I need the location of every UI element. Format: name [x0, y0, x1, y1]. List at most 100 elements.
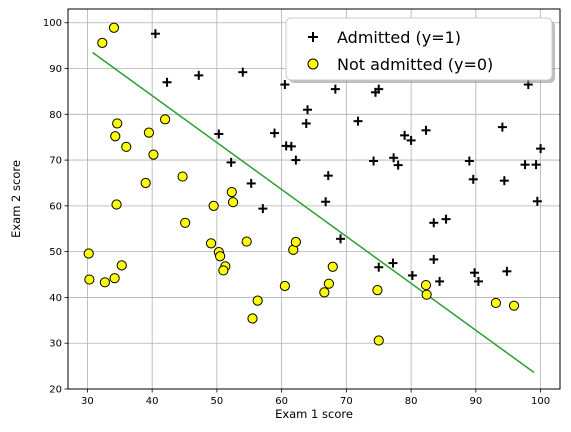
admitted-point [374, 262, 384, 272]
legend-label-not-admitted: Not admitted (y=0) [337, 55, 493, 74]
admitted-point [280, 80, 290, 90]
admitted-point [330, 84, 340, 94]
not-admitted-point [109, 273, 120, 284]
admitted-point [301, 118, 311, 128]
not-admitted-point [508, 300, 520, 311]
x-tick-label: 50 [211, 396, 224, 407]
y-axis-title: Exam 2 score [9, 160, 23, 238]
not-admitted-point [323, 278, 334, 289]
admitted-point [369, 156, 379, 166]
not-admitted-point [116, 260, 127, 271]
admitted-point [258, 204, 268, 214]
admitted-point [435, 276, 445, 286]
not-admitted-point [121, 141, 132, 152]
admitted-point [393, 160, 403, 170]
y-tick-label: 90 [49, 64, 62, 75]
legend: Admitted (y=1) Not admitted (y=0) [285, 17, 555, 83]
not-admitted-point [215, 251, 226, 262]
not-admitted-point [140, 177, 151, 189]
not-admitted-point [108, 22, 120, 33]
admitted-point [303, 105, 313, 115]
admitted-point [336, 234, 346, 244]
not-admitted-point [218, 265, 229, 276]
not-admitted-point [490, 297, 502, 309]
not-admitted-point [252, 295, 263, 306]
not-admitted-point [227, 197, 239, 208]
x-tick-label: 90 [469, 396, 482, 407]
not-admitted-point [160, 114, 171, 125]
not-admitted-point [279, 280, 290, 292]
y-tick-label: 70 [49, 156, 62, 167]
decision-boundary-line [92, 51, 535, 374]
legend-admitted-marker [308, 32, 318, 42]
admitted-point [407, 270, 417, 280]
x-tick-label: 100 [531, 396, 550, 407]
x-tick-label: 80 [405, 396, 418, 407]
x-axis-title: Exam 1 score [275, 407, 353, 421]
not-admitted-point [420, 279, 432, 291]
admitted-point [502, 266, 512, 276]
admitted-point [531, 160, 541, 170]
admitted-point [246, 178, 256, 188]
admitted-point [400, 130, 410, 140]
not-admitted-point [421, 289, 432, 300]
admitted-point [321, 197, 331, 207]
not-admitted-point [373, 335, 384, 346]
admitted-point [388, 258, 398, 268]
not-admitted-point [241, 236, 252, 247]
admitted-point [226, 157, 236, 167]
admitted-point [429, 254, 439, 264]
admitted-point [323, 171, 333, 181]
x-tick-label: 60 [275, 396, 288, 407]
admitted-point [468, 174, 478, 184]
admitted-point [374, 84, 384, 94]
admitted-point [214, 129, 224, 139]
not-admitted-point [372, 285, 383, 296]
not-admitted-point [110, 131, 121, 142]
not-admitted-point [205, 238, 217, 249]
not-admitted-point [247, 313, 258, 324]
admitted-point [389, 153, 399, 163]
admitted-point [353, 116, 363, 126]
admitted-point [464, 156, 474, 166]
admitted-point [473, 276, 483, 286]
not-admitted-point [148, 149, 159, 160]
admitted-point [536, 144, 546, 154]
admitted-point [270, 128, 280, 138]
not-admitted-point [112, 118, 123, 129]
x-tick-label: 30 [81, 396, 94, 407]
admitted-point [194, 70, 204, 80]
admitted-point [497, 122, 507, 132]
legend-label-admitted: Admitted (y=1) [337, 28, 461, 47]
admitted-point [470, 268, 480, 278]
points-layer [83, 22, 546, 346]
not-admitted-point [99, 277, 111, 288]
not-admitted-point [111, 199, 122, 210]
legend-box [285, 17, 553, 81]
y-tick-label: 100 [43, 18, 62, 29]
admitted-point [532, 196, 542, 206]
not-admitted-point [290, 236, 301, 248]
ticks-layer: 30 40 50 60 70 80 90 100 20 30 40 50 60 70 80 90 100 [43, 18, 550, 407]
admitted-point [499, 176, 509, 186]
not-admitted-point [208, 200, 219, 211]
not-admitted-point [143, 127, 155, 138]
admitted-point [291, 155, 301, 165]
admitted-point [150, 29, 160, 39]
x-tick-label: 40 [146, 396, 159, 407]
x-tick-label: 70 [340, 396, 353, 407]
admitted-point [286, 141, 296, 151]
not-admitted-point [180, 217, 191, 228]
y-tick-label: 30 [49, 339, 62, 350]
y-tick-label: 50 [49, 247, 62, 258]
admitted-point [406, 135, 416, 145]
not-admitted-point [83, 248, 94, 259]
legend-items: Admitted (y=1) Not admitted (y=0) [307, 28, 493, 74]
y-tick-label: 80 [49, 110, 62, 121]
y-tick-label: 20 [49, 385, 62, 396]
admitted-point [441, 214, 451, 224]
legend-not-admitted-marker [307, 58, 319, 70]
admitted-point [162, 77, 172, 87]
not-admitted-point [226, 187, 237, 198]
not-admitted-point [84, 274, 95, 285]
